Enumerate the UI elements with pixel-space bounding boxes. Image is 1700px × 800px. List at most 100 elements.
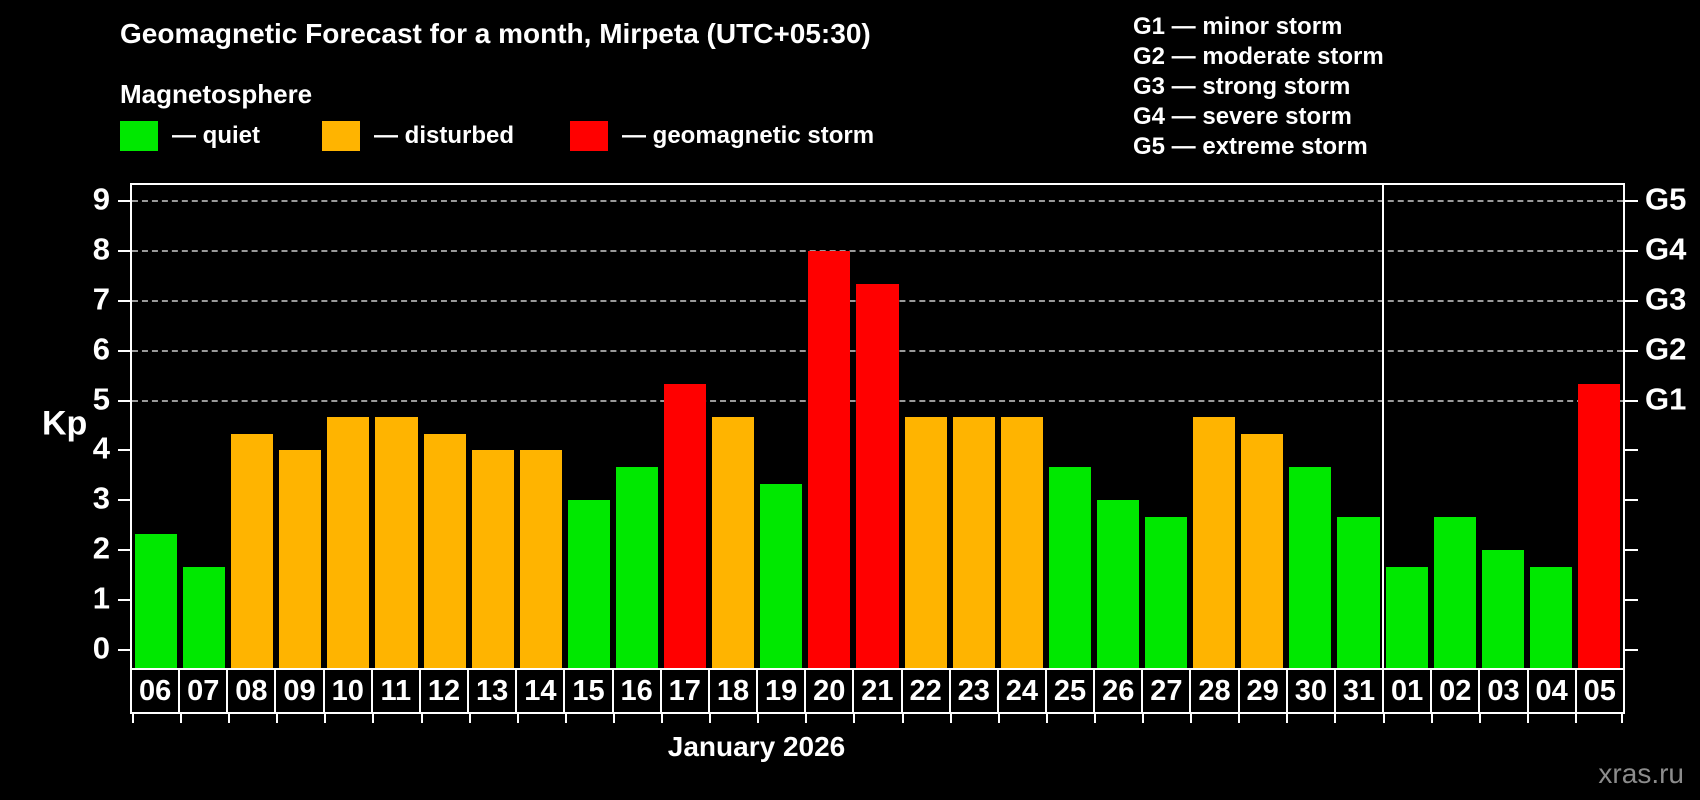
day-boundary-tick xyxy=(1046,714,1048,723)
day-label: 23 xyxy=(951,670,999,712)
y-axis-tick-label: 2 xyxy=(92,530,110,566)
day-label: 18 xyxy=(710,670,759,712)
kp-bar-day-22 xyxy=(904,416,947,668)
day-label: 15 xyxy=(565,670,614,712)
y-axis-tick xyxy=(118,299,130,302)
day-label: 21 xyxy=(854,670,903,712)
day-label: 24 xyxy=(999,670,1047,712)
day-boundary-tick xyxy=(1575,714,1577,723)
g-axis-tick xyxy=(1625,299,1638,302)
disturbed-color-swatch xyxy=(322,121,360,151)
day-label: 01 xyxy=(1384,670,1433,712)
kp-bar-day-10 xyxy=(327,416,370,668)
g-scale-legend-item: G4 — severe storm xyxy=(1133,103,1352,130)
g-axis-tick xyxy=(1625,249,1638,252)
day-boundary-tick xyxy=(324,714,326,723)
day-label: 08 xyxy=(228,670,277,712)
legend-item-quiet: — quiet xyxy=(120,121,260,151)
y-axis-tick xyxy=(118,449,130,452)
day-label: 16 xyxy=(614,670,662,712)
y-axis-tick-label: 7 xyxy=(92,281,110,317)
kp-bar-day-03 xyxy=(1481,550,1524,668)
day-label: 20 xyxy=(806,670,855,712)
g-scale-legend-item: G5 — extreme storm xyxy=(1133,133,1368,160)
y-axis-tick xyxy=(118,249,130,252)
x-axis-day-labels: 06 07 08 09 10 11 12 13 14 15 16 17 18 19 20 21 22 23 24 25… xyxy=(130,668,1625,714)
g-axis-tick-label: G5 xyxy=(1645,181,1687,217)
kp-bar-day-21 xyxy=(856,284,899,668)
kp-bar-day-18 xyxy=(712,416,755,668)
day-label: 02 xyxy=(1432,670,1481,712)
day-boundary-tick xyxy=(372,714,374,723)
day-boundary-tick xyxy=(276,714,278,723)
g-axis-tick xyxy=(1625,199,1638,202)
day-boundary-tick xyxy=(1431,714,1433,723)
day-boundary-tick xyxy=(1286,714,1288,723)
y-axis-tick xyxy=(118,199,130,202)
kp-bar-day-06 xyxy=(135,533,178,668)
storm-color-swatch xyxy=(570,121,608,151)
kp-bar-day-24 xyxy=(1000,416,1043,668)
day-label: 17 xyxy=(662,670,710,712)
kp-bar-day-02 xyxy=(1433,516,1476,668)
legend-item-disturbed: — disturbed xyxy=(322,121,514,151)
month-separator-line xyxy=(1381,185,1384,668)
day-boundary-tick xyxy=(565,714,567,723)
day-boundary-tick xyxy=(950,714,952,723)
day-boundary-tick xyxy=(1142,714,1144,723)
day-label: 04 xyxy=(1529,670,1577,712)
y-axis-tick-label: 8 xyxy=(92,231,110,267)
day-label: 28 xyxy=(1191,670,1240,712)
y-axis-tick xyxy=(118,349,130,352)
g-axis-tick xyxy=(1625,649,1638,651)
day-boundary-tick xyxy=(1479,714,1481,723)
day-label: 30 xyxy=(1288,670,1336,712)
chart-subtitle: Magnetosphere xyxy=(120,79,313,109)
quiet-color-swatch xyxy=(120,121,158,151)
kp-bar-day-01 xyxy=(1385,566,1428,668)
day-label: 11 xyxy=(373,670,421,712)
kp-bar-day-27 xyxy=(1145,516,1188,668)
y-axis-tick xyxy=(118,499,130,502)
legend-item-storm: — geomagnetic storm xyxy=(570,121,874,151)
day-boundary-tick xyxy=(1094,714,1096,723)
y-axis-title: Kp xyxy=(42,404,88,443)
g-scale-legend-item: G3 — strong storm xyxy=(1133,73,1351,100)
kp-bar-day-07 xyxy=(183,566,226,668)
g-axis-tick xyxy=(1625,449,1638,452)
kp-bar-day-13 xyxy=(471,450,514,668)
kp-bar-day-19 xyxy=(760,483,803,668)
day-boundary-tick xyxy=(132,714,134,723)
day-label: 07 xyxy=(180,670,229,712)
day-boundary-tick xyxy=(805,714,807,723)
day-label: 09 xyxy=(276,670,325,712)
y-axis-tick xyxy=(118,399,130,402)
g-axis-tick xyxy=(1625,349,1638,352)
day-boundary-tick xyxy=(998,714,1000,723)
g-axis-tick xyxy=(1625,549,1638,552)
day-label: 31 xyxy=(1336,670,1385,712)
day-boundary-tick xyxy=(421,714,423,723)
y-axis-tick-label: 6 xyxy=(92,331,110,367)
page-title: Geomagnetic Forecast for a month, Mirpet… xyxy=(120,18,871,49)
legend-quiet-label: — quiet xyxy=(172,122,260,149)
kp-bar-day-26 xyxy=(1096,500,1140,668)
day-boundary-tick xyxy=(228,714,230,723)
day-boundary-tick xyxy=(902,714,904,723)
day-label: 10 xyxy=(325,670,373,712)
day-label: 29 xyxy=(1240,670,1288,712)
legend-disturbed-label: — disturbed xyxy=(374,122,515,149)
gridline-kp8 xyxy=(132,249,1623,252)
y-axis-tick xyxy=(118,549,130,552)
day-label: 25 xyxy=(1047,670,1096,712)
kp-bar-day-16 xyxy=(615,466,659,668)
kp-bar-day-17 xyxy=(664,384,707,668)
day-label: 05 xyxy=(1583,674,1616,707)
kp-bar-day-31 xyxy=(1337,516,1380,668)
kp-bar-day-12 xyxy=(423,433,466,668)
g-scale-legend-item: G1 — minor storm xyxy=(1133,13,1343,40)
day-boundary-tick xyxy=(757,714,759,723)
kp-bar-day-04 xyxy=(1529,566,1572,668)
legend-storm-label: — geomagnetic storm xyxy=(622,122,875,149)
kp-bar-day-29 xyxy=(1241,433,1284,668)
